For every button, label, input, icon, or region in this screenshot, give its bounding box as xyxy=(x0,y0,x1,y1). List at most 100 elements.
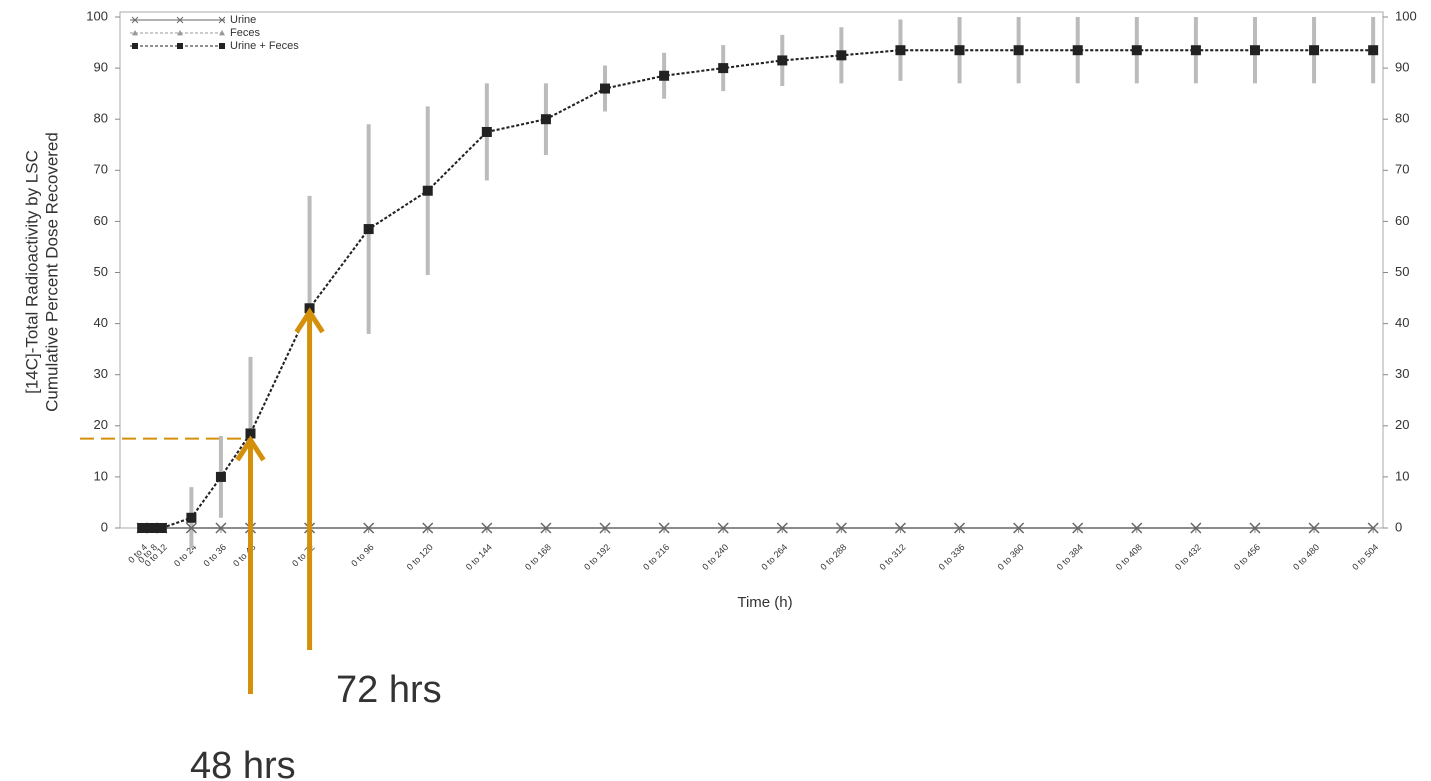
x-tick-label: 0 to 240 xyxy=(700,542,730,572)
x-tick-label: 0 to 432 xyxy=(1173,542,1203,572)
marker xyxy=(1249,522,1261,534)
marker xyxy=(422,522,434,534)
marker xyxy=(776,522,788,534)
y2-tick-label: 10 xyxy=(1395,468,1409,483)
x-tick-label: 0 to 48 xyxy=(231,542,258,569)
marker xyxy=(954,45,965,56)
y-tick-label: 0 xyxy=(101,519,108,534)
marker xyxy=(777,55,788,66)
marker xyxy=(481,522,493,534)
marker xyxy=(658,522,670,534)
marker xyxy=(836,50,847,61)
x-tick-label: 0 to 408 xyxy=(1114,542,1144,572)
marker xyxy=(363,522,375,534)
y2-tick-label: 60 xyxy=(1395,213,1409,228)
y2-tick-label: 80 xyxy=(1395,111,1409,126)
x-tick-label: 0 to 192 xyxy=(582,542,612,572)
marker xyxy=(1131,45,1142,56)
legend-label: Urine xyxy=(230,14,256,26)
marker xyxy=(1190,522,1202,534)
x-tick-label: 0 to 168 xyxy=(523,542,553,572)
legend-marker xyxy=(132,43,138,49)
annotation-arrow xyxy=(235,435,266,694)
marker xyxy=(895,45,906,56)
y-tick-label: 30 xyxy=(94,366,108,381)
x-tick-label: 0 to 504 xyxy=(1350,542,1380,572)
x-tick-label: 0 to 96 xyxy=(349,542,376,569)
legend-marker xyxy=(177,30,183,36)
y2-tick-label: 90 xyxy=(1395,60,1409,75)
legend-marker xyxy=(131,16,139,24)
x-tick-label: 0 to 216 xyxy=(641,542,671,572)
x-tick-label: 0 to 36 xyxy=(201,542,228,569)
x-tick-label: 0 to 384 xyxy=(1055,542,1085,572)
y-tick-label: 80 xyxy=(94,111,108,126)
marker xyxy=(185,522,197,534)
y2-tick-label: 100 xyxy=(1395,8,1417,23)
x-tick-label: 0 to 480 xyxy=(1291,542,1321,572)
marker xyxy=(147,523,158,533)
y-tick-label: 60 xyxy=(94,213,108,228)
marker xyxy=(1249,45,1260,56)
annotation-label: 48 hrs xyxy=(190,745,296,781)
marker xyxy=(1308,522,1320,534)
y2-tick-label: 30 xyxy=(1395,366,1409,381)
marker xyxy=(156,523,167,533)
x-tick-label: 0 to 288 xyxy=(818,542,848,572)
x-tick-label: 0 to 72 xyxy=(290,542,317,569)
x-tick-label: 0 to 456 xyxy=(1232,542,1262,572)
marker xyxy=(540,522,552,534)
legend-label: Urine + Feces xyxy=(230,40,299,52)
marker xyxy=(659,70,670,81)
marker xyxy=(835,522,847,534)
marker xyxy=(717,522,729,534)
y-tick-label: 90 xyxy=(94,60,108,75)
x-tick-label: 0 to 312 xyxy=(877,542,907,572)
y-axis-label: Cumulative Percent Dose Recovered xyxy=(42,132,61,412)
marker xyxy=(954,522,966,534)
x-tick-label: 0 to 360 xyxy=(996,542,1026,572)
marker xyxy=(422,185,433,196)
y2-tick-label: 70 xyxy=(1395,162,1409,177)
legend-label: Feces xyxy=(230,27,260,39)
marker xyxy=(1368,45,1379,56)
y-tick-label: 40 xyxy=(94,315,108,330)
y-tick-label: 20 xyxy=(94,417,108,432)
x-tick-label: 0 to 120 xyxy=(405,542,435,572)
legend-marker xyxy=(176,16,184,24)
y-tick-label: 10 xyxy=(94,468,108,483)
marker xyxy=(1309,45,1320,56)
y2-tick-label: 0 xyxy=(1395,519,1402,534)
y2-tick-label: 20 xyxy=(1395,417,1409,432)
annotation-label: 72 hrs xyxy=(336,669,442,711)
marker xyxy=(1072,522,1084,534)
marker xyxy=(363,224,374,235)
marker xyxy=(1013,522,1025,534)
y2-tick-label: 40 xyxy=(1395,315,1409,330)
marker xyxy=(1190,45,1201,56)
marker xyxy=(540,114,551,125)
marker xyxy=(1013,45,1024,56)
marker xyxy=(186,512,197,523)
y-tick-label: 50 xyxy=(94,264,108,279)
marker xyxy=(1367,522,1379,534)
legend-marker xyxy=(218,16,226,24)
marker xyxy=(245,428,256,439)
marker xyxy=(215,471,226,482)
legend-marker xyxy=(132,30,138,36)
marker xyxy=(600,83,611,94)
marker xyxy=(137,523,148,533)
x-axis-label: Time (h) xyxy=(737,594,792,611)
marker xyxy=(1072,45,1083,56)
marker xyxy=(215,522,227,534)
x-tick-label: 0 to 336 xyxy=(937,542,967,572)
marker xyxy=(718,63,729,74)
legend-marker xyxy=(219,30,225,36)
marker xyxy=(894,522,906,534)
y-tick-label: 70 xyxy=(94,162,108,177)
marker xyxy=(599,522,611,534)
legend-marker xyxy=(219,43,225,49)
x-tick-label: 0 to 264 xyxy=(759,542,789,572)
y2-tick-label: 50 xyxy=(1395,264,1409,279)
